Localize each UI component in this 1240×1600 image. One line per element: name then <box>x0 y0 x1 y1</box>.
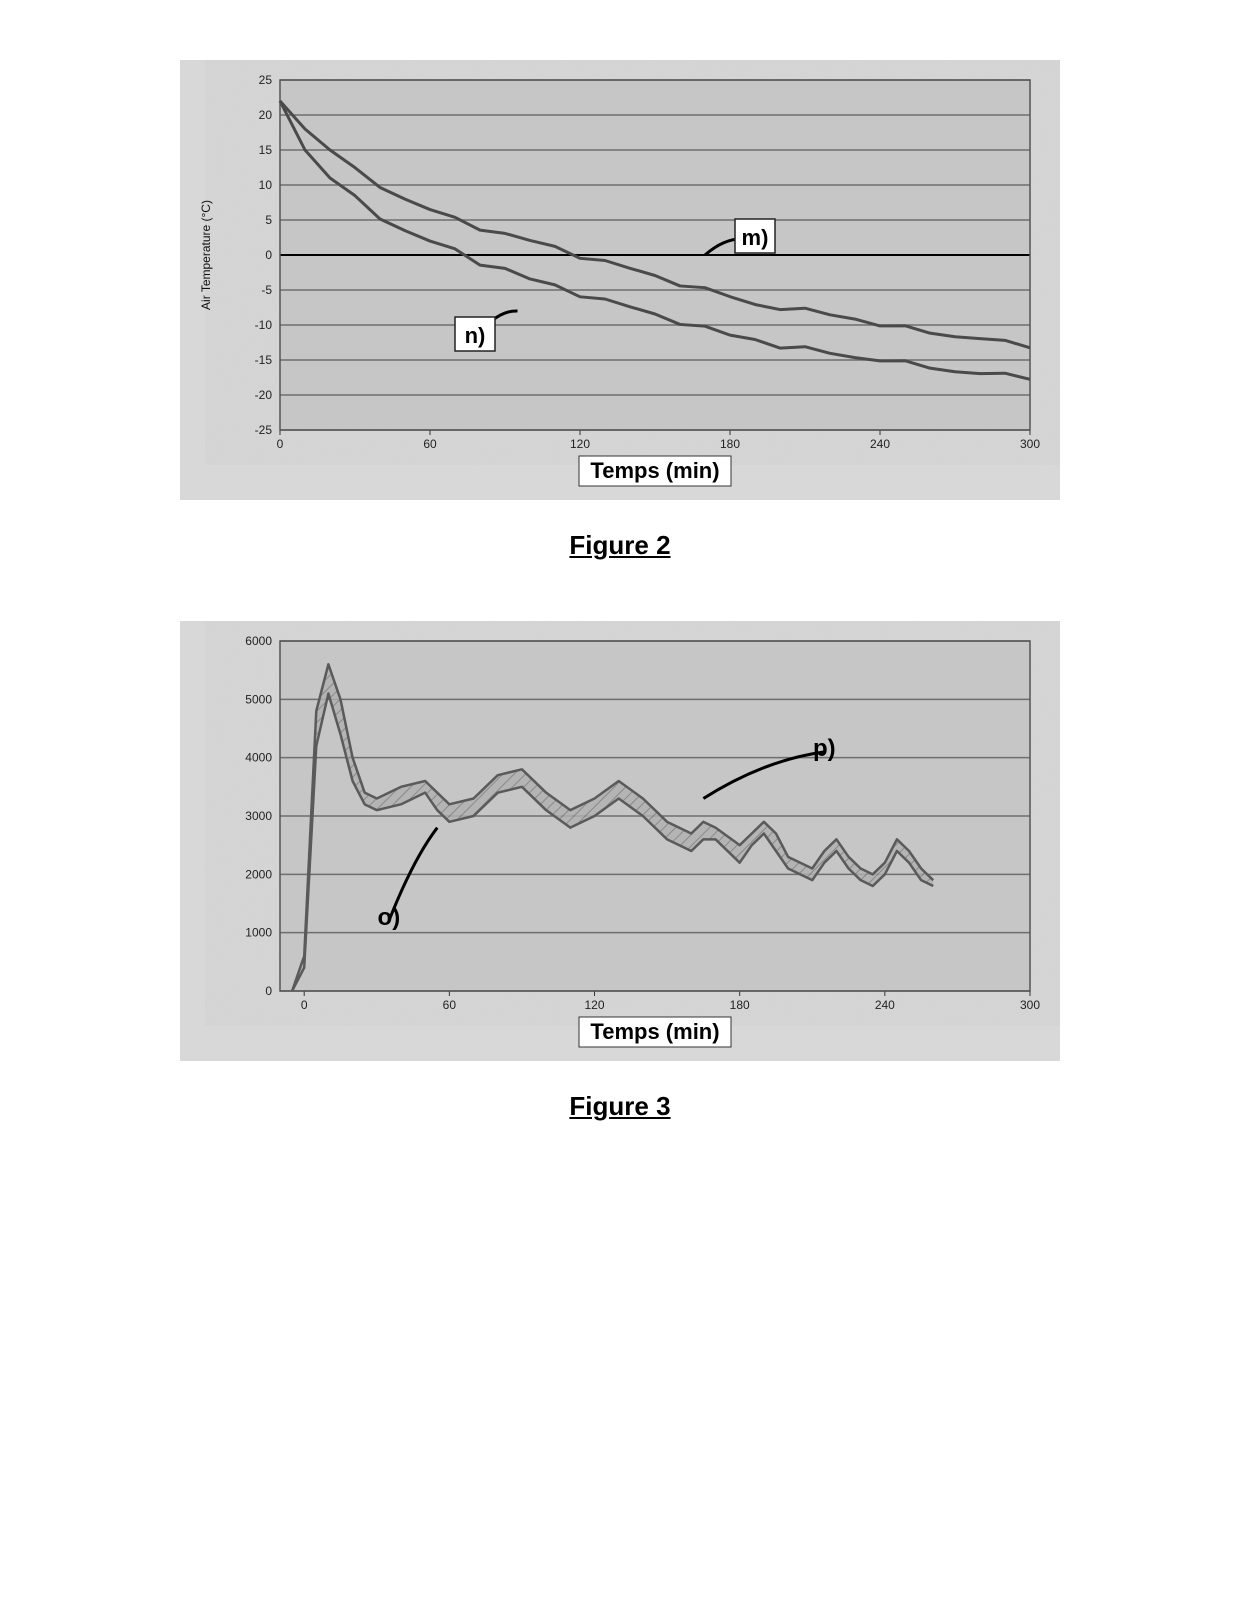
svg-text:1000: 1000 <box>245 926 272 940</box>
svg-text:Temps (min): Temps (min) <box>590 458 719 483</box>
svg-text:180: 180 <box>730 998 750 1012</box>
svg-text:240: 240 <box>870 437 890 451</box>
svg-text:240: 240 <box>875 998 895 1012</box>
svg-text:60: 60 <box>443 998 457 1012</box>
svg-text:0: 0 <box>265 248 272 262</box>
svg-text:4000: 4000 <box>245 751 272 765</box>
svg-text:300: 300 <box>1020 998 1040 1012</box>
svg-text:15: 15 <box>259 143 273 157</box>
figure-3-chart: 0 1000 2000 3000 4000 5000 6000 0 60 120 180 240 300… <box>180 621 1060 1061</box>
figure-2-chart: -25 -20 -15 -10 -5 0 5 10 15 20 25 0 60 120 180 240 300 A… <box>180 60 1060 500</box>
svg-text:n): n) <box>465 323 486 348</box>
svg-text:10: 10 <box>259 178 273 192</box>
svg-text:2000: 2000 <box>245 867 272 881</box>
svg-text:0: 0 <box>277 437 284 451</box>
svg-text:-20: -20 <box>255 388 273 402</box>
svg-text:300: 300 <box>1020 437 1040 451</box>
svg-text:3000: 3000 <box>245 809 272 823</box>
svg-text:5000: 5000 <box>245 692 272 706</box>
svg-text:-25: -25 <box>255 423 273 437</box>
svg-text:6000: 6000 <box>245 634 272 648</box>
svg-text:25: 25 <box>259 73 273 87</box>
svg-text:Air Temperature (°C): Air Temperature (°C) <box>199 200 213 310</box>
figure-2-caption: Figure 2 <box>40 530 1200 561</box>
svg-text:Temps (min): Temps (min) <box>590 1019 719 1044</box>
svg-text:o): o) <box>378 904 401 931</box>
svg-text:p): p) <box>813 735 836 762</box>
svg-text:-15: -15 <box>255 353 273 367</box>
svg-text:120: 120 <box>585 998 605 1012</box>
svg-text:60: 60 <box>423 437 437 451</box>
svg-text:-5: -5 <box>261 283 272 297</box>
svg-text:m): m) <box>742 225 769 250</box>
svg-text:180: 180 <box>720 437 740 451</box>
svg-text:0: 0 <box>265 984 272 998</box>
svg-text:20: 20 <box>259 108 273 122</box>
svg-text:-10: -10 <box>255 318 273 332</box>
svg-text:120: 120 <box>570 437 590 451</box>
figure-3-caption: Figure 3 <box>40 1091 1200 1122</box>
svg-text:0: 0 <box>301 998 308 1012</box>
svg-text:5: 5 <box>265 213 272 227</box>
